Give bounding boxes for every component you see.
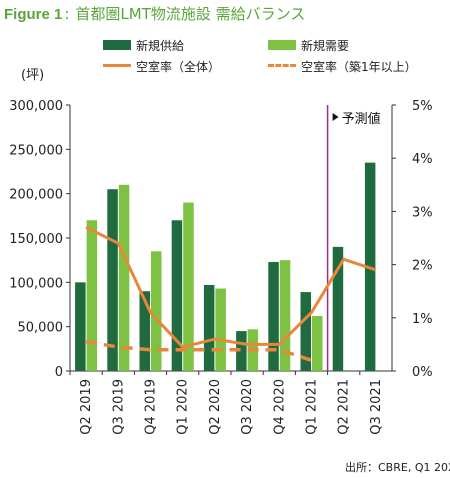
bar-supply — [300, 292, 311, 371]
bar-demand — [118, 184, 130, 371]
figure-number: Figure 1 — [4, 6, 63, 23]
bar-supply — [171, 220, 183, 371]
y-tick-label-left: 50,000 — [18, 321, 64, 336]
legend-label-vacancy-all: 空室率（全体） — [136, 60, 221, 74]
x-tick-label: Q2 2021 — [337, 379, 352, 435]
bar-demand — [183, 202, 194, 371]
legend-swatch-vacancy-1yr — [268, 64, 296, 67]
x-tick-label: Q3 2020 — [240, 379, 255, 435]
figure-colon: : — [64, 5, 70, 23]
x-tick-label: Q1 2020 — [176, 379, 191, 435]
y-tick-label-right: 2% — [412, 259, 433, 274]
legend-label-supply: 新規供給 — [136, 39, 185, 53]
x-tick-label: Q2 2019 — [79, 379, 94, 435]
y-tick-label-right: 5% — [412, 99, 433, 114]
y-tick-label-right: 0% — [412, 365, 433, 380]
legend-label-demand: 新規需要 — [301, 39, 350, 53]
y-tick-label-left: 150,000 — [9, 232, 63, 247]
x-tick-label: Q3 2021 — [369, 379, 384, 435]
x-tick-label: Q2 2020 — [208, 379, 223, 435]
y-tick-label-right: 1% — [412, 312, 433, 327]
line-vacancy-1yr — [85, 340, 313, 363]
forecast-label: 予測値 — [342, 111, 381, 127]
y-tick-label-left: 100,000 — [9, 276, 63, 291]
bar-supply — [75, 282, 86, 371]
chart-title: Figure 1: 首都圏LMT物流施設 需給バランス — [4, 3, 305, 24]
y-tick-label-left: 250,000 — [9, 143, 63, 158]
x-tick-label: Q4 2019 — [144, 379, 159, 435]
legend-swatch-supply — [103, 40, 131, 50]
bar-supply — [332, 246, 344, 371]
y-tick-label-right: 3% — [412, 205, 433, 220]
y-axis-unit-label: (坪) — [21, 68, 45, 83]
legend-label-vacancy-1yr: 空室率（築1年以上） — [301, 60, 417, 74]
y-tick-label-left: 300,000 — [9, 99, 63, 114]
title-text: 首都圏LMT物流施設 需給バランス — [75, 5, 306, 23]
line-vacancy-all — [85, 226, 377, 349]
y-tick-label-left: 0 — [55, 365, 63, 380]
x-tick-label: Q3 2019 — [111, 379, 126, 435]
forecast-arrow-icon — [332, 113, 339, 121]
bar-supply — [236, 331, 247, 371]
bar-demand — [151, 251, 162, 371]
x-tick-label: Q1 2021 — [305, 379, 320, 435]
x-tick-label: Q4 2020 — [272, 379, 287, 435]
bar-supply — [107, 189, 118, 371]
bar-demand — [279, 260, 291, 371]
bar-supply — [268, 261, 279, 371]
legend-swatch-vacancy-all — [103, 64, 131, 67]
bar-demand — [312, 316, 323, 371]
bar-supply — [203, 284, 215, 371]
bar-demand — [215, 288, 226, 371]
y-tick-label-right: 4% — [412, 152, 433, 167]
legend-swatch-demand — [268, 40, 296, 50]
bar-demand — [86, 220, 98, 371]
source-note: 出所：CBRE, Q1 2021 — [345, 461, 450, 474]
y-tick-label-left: 200,000 — [9, 188, 63, 203]
bar-supply — [139, 291, 150, 371]
